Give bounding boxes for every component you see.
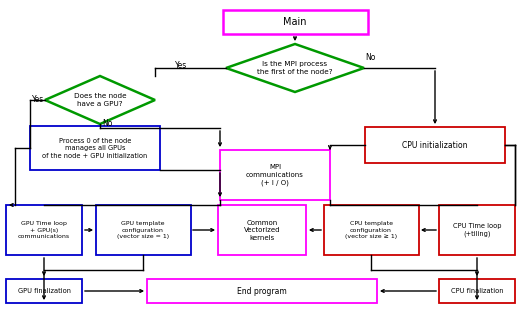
Text: Process 0 of the node
manages all GPUs
of the node + GPU initialization: Process 0 of the node manages all GPUs o… — [42, 138, 147, 159]
FancyBboxPatch shape — [324, 205, 418, 255]
Text: GPU Time loop
+ GPU(s)
communications: GPU Time loop + GPU(s) communications — [18, 221, 70, 239]
FancyBboxPatch shape — [147, 279, 377, 303]
FancyBboxPatch shape — [365, 127, 505, 163]
Text: End program: End program — [237, 287, 287, 296]
Text: CPU template
configuration
(vector size ≥ 1): CPU template configuration (vector size … — [345, 221, 397, 239]
Text: Yes: Yes — [32, 95, 44, 104]
FancyBboxPatch shape — [95, 205, 191, 255]
FancyBboxPatch shape — [222, 10, 367, 34]
Polygon shape — [226, 44, 364, 92]
Text: Does the node
have a GPU?: Does the node have a GPU? — [73, 93, 126, 107]
FancyBboxPatch shape — [220, 150, 330, 200]
FancyBboxPatch shape — [6, 279, 82, 303]
Text: CPU finalization: CPU finalization — [451, 288, 503, 294]
Polygon shape — [45, 76, 155, 124]
Text: No: No — [365, 53, 375, 62]
FancyBboxPatch shape — [439, 279, 515, 303]
FancyBboxPatch shape — [218, 205, 306, 255]
Text: Common
Vectorized
kernels: Common Vectorized kernels — [244, 220, 280, 241]
Text: CPU initialization: CPU initialization — [402, 141, 468, 150]
FancyBboxPatch shape — [30, 126, 160, 170]
Text: Yes: Yes — [175, 61, 187, 70]
FancyBboxPatch shape — [6, 205, 82, 255]
Text: GPU finalization: GPU finalization — [18, 288, 70, 294]
Text: CPU Time loop
(+tiling): CPU Time loop (+tiling) — [453, 223, 501, 237]
Text: GPU template
configuration
(vector size = 1): GPU template configuration (vector size … — [117, 221, 169, 239]
FancyBboxPatch shape — [439, 205, 515, 255]
Text: Main: Main — [283, 17, 307, 27]
Text: No: No — [102, 119, 113, 128]
Text: Is the MPI process
the first of the node?: Is the MPI process the first of the node… — [257, 61, 333, 75]
Text: MPI
communications
(+ I / O): MPI communications (+ I / O) — [246, 164, 304, 186]
